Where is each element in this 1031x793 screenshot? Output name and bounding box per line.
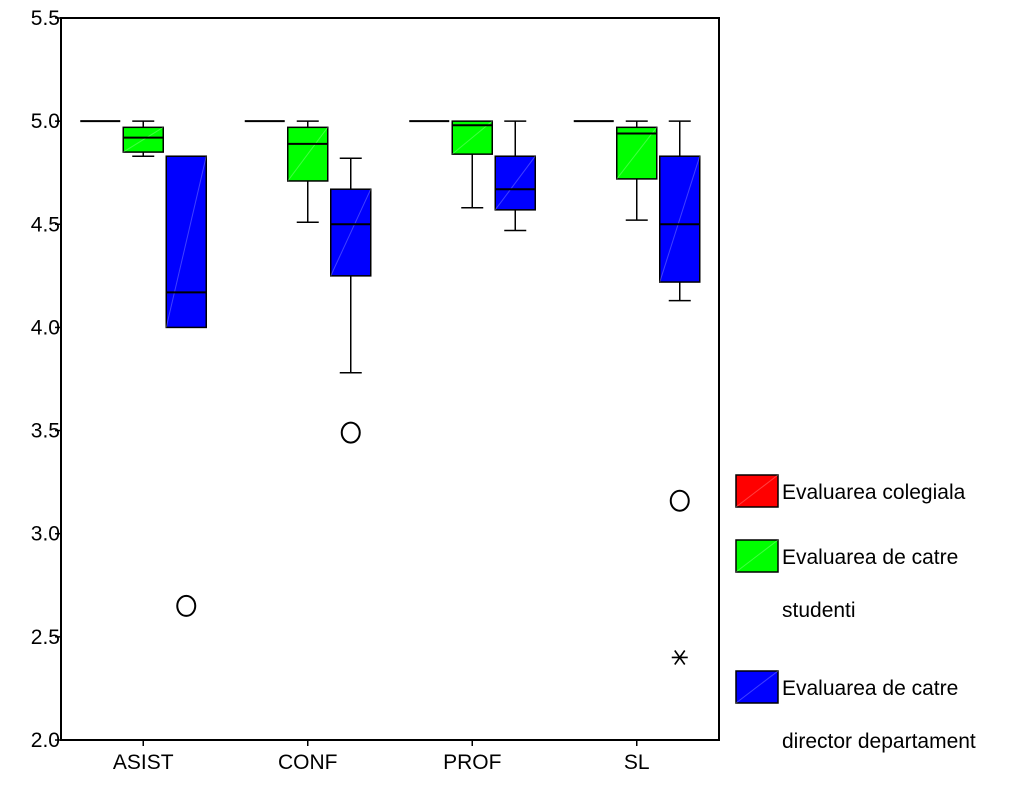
legend-label: Evaluarea de catre bbox=[782, 677, 958, 700]
y-tick-label: 2.5 bbox=[31, 626, 60, 649]
box-shade-diagonal bbox=[122, 126, 164, 153]
box-iqr bbox=[165, 155, 207, 329]
legend-swatch bbox=[735, 474, 779, 508]
x-axis: ASIST CONF PROF SL bbox=[113, 740, 650, 774]
outlier-marker bbox=[176, 594, 197, 617]
box-groups bbox=[80, 120, 701, 665]
legend-item: Evaluarea de catre director departament bbox=[735, 670, 976, 753]
outlier-marker bbox=[669, 489, 690, 512]
box-shade-diagonal bbox=[451, 120, 493, 155]
extreme-stroke bbox=[674, 650, 686, 665]
box-iqr bbox=[451, 120, 493, 155]
x-category-label: SL bbox=[624, 751, 650, 774]
legend-label: Evaluarea de catre bbox=[782, 546, 958, 569]
box-evaluarea-de-catre-studenti-prof bbox=[451, 120, 493, 209]
box-evaluarea-de-catre-director-departament-asist bbox=[165, 155, 207, 617]
box-evaluarea-de-catre-studenti-sl bbox=[616, 120, 658, 221]
x-category-label: PROF bbox=[443, 751, 501, 774]
outlier-marker bbox=[340, 421, 361, 444]
y-tick-label: 2.0 bbox=[31, 729, 60, 752]
y-tick-label: 5.0 bbox=[31, 110, 60, 133]
box-evaluarea-de-catre-director-departament-prof bbox=[494, 120, 536, 232]
box-evaluarea-de-catre-director-departament-sl bbox=[659, 120, 701, 665]
box-shade-diagonal bbox=[616, 127, 658, 180]
box-iqr bbox=[330, 188, 372, 277]
y-tick-label: 4.5 bbox=[31, 213, 60, 236]
y-tick-label: 5.5 bbox=[31, 7, 60, 30]
y-tick-label: 4.0 bbox=[31, 316, 60, 339]
legend-swatch-shade bbox=[735, 474, 779, 508]
y-axis: 2.0 2.5 3.0 3.5 4.0 4.5 5.0 5.5 bbox=[31, 7, 61, 752]
legend-swatch bbox=[735, 670, 779, 704]
legend-swatch-shade bbox=[735, 670, 779, 704]
x-category-label: CONF bbox=[278, 751, 338, 774]
legend-item: Evaluarea de catre studenti bbox=[735, 539, 958, 622]
box-shade-diagonal bbox=[659, 156, 701, 283]
box-shade-diagonal bbox=[287, 127, 329, 182]
box-iqr bbox=[659, 155, 701, 283]
legend: Evaluarea colegiala Evaluarea de catre stu… bbox=[735, 474, 976, 753]
legend-swatch bbox=[735, 539, 779, 573]
legend-label: director departament bbox=[782, 730, 976, 753]
legend-label: Evaluarea colegiala bbox=[782, 481, 966, 504]
box-iqr bbox=[122, 126, 164, 153]
box-evaluarea-de-catre-studenti-conf bbox=[287, 120, 329, 223]
box-iqr bbox=[287, 126, 329, 182]
legend-swatch-shade bbox=[735, 539, 779, 573]
extreme-marker bbox=[671, 650, 688, 665]
box-evaluarea-de-catre-director-departament-conf bbox=[330, 157, 372, 444]
box-shade-diagonal bbox=[330, 189, 372, 277]
y-tick-label: 3.0 bbox=[31, 523, 60, 546]
box-evaluarea-de-catre-studenti-asist bbox=[122, 120, 164, 157]
box-shade-diagonal bbox=[494, 155, 536, 211]
box-shade-diagonal bbox=[165, 156, 207, 328]
x-category-label: ASIST bbox=[113, 751, 174, 774]
legend-label: studenti bbox=[782, 599, 856, 622]
box-iqr bbox=[616, 126, 658, 180]
y-tick-label: 3.5 bbox=[31, 420, 60, 443]
box-iqr bbox=[494, 155, 536, 211]
plot-frame bbox=[60, 17, 720, 741]
legend-item: Evaluarea colegiala bbox=[735, 474, 966, 508]
